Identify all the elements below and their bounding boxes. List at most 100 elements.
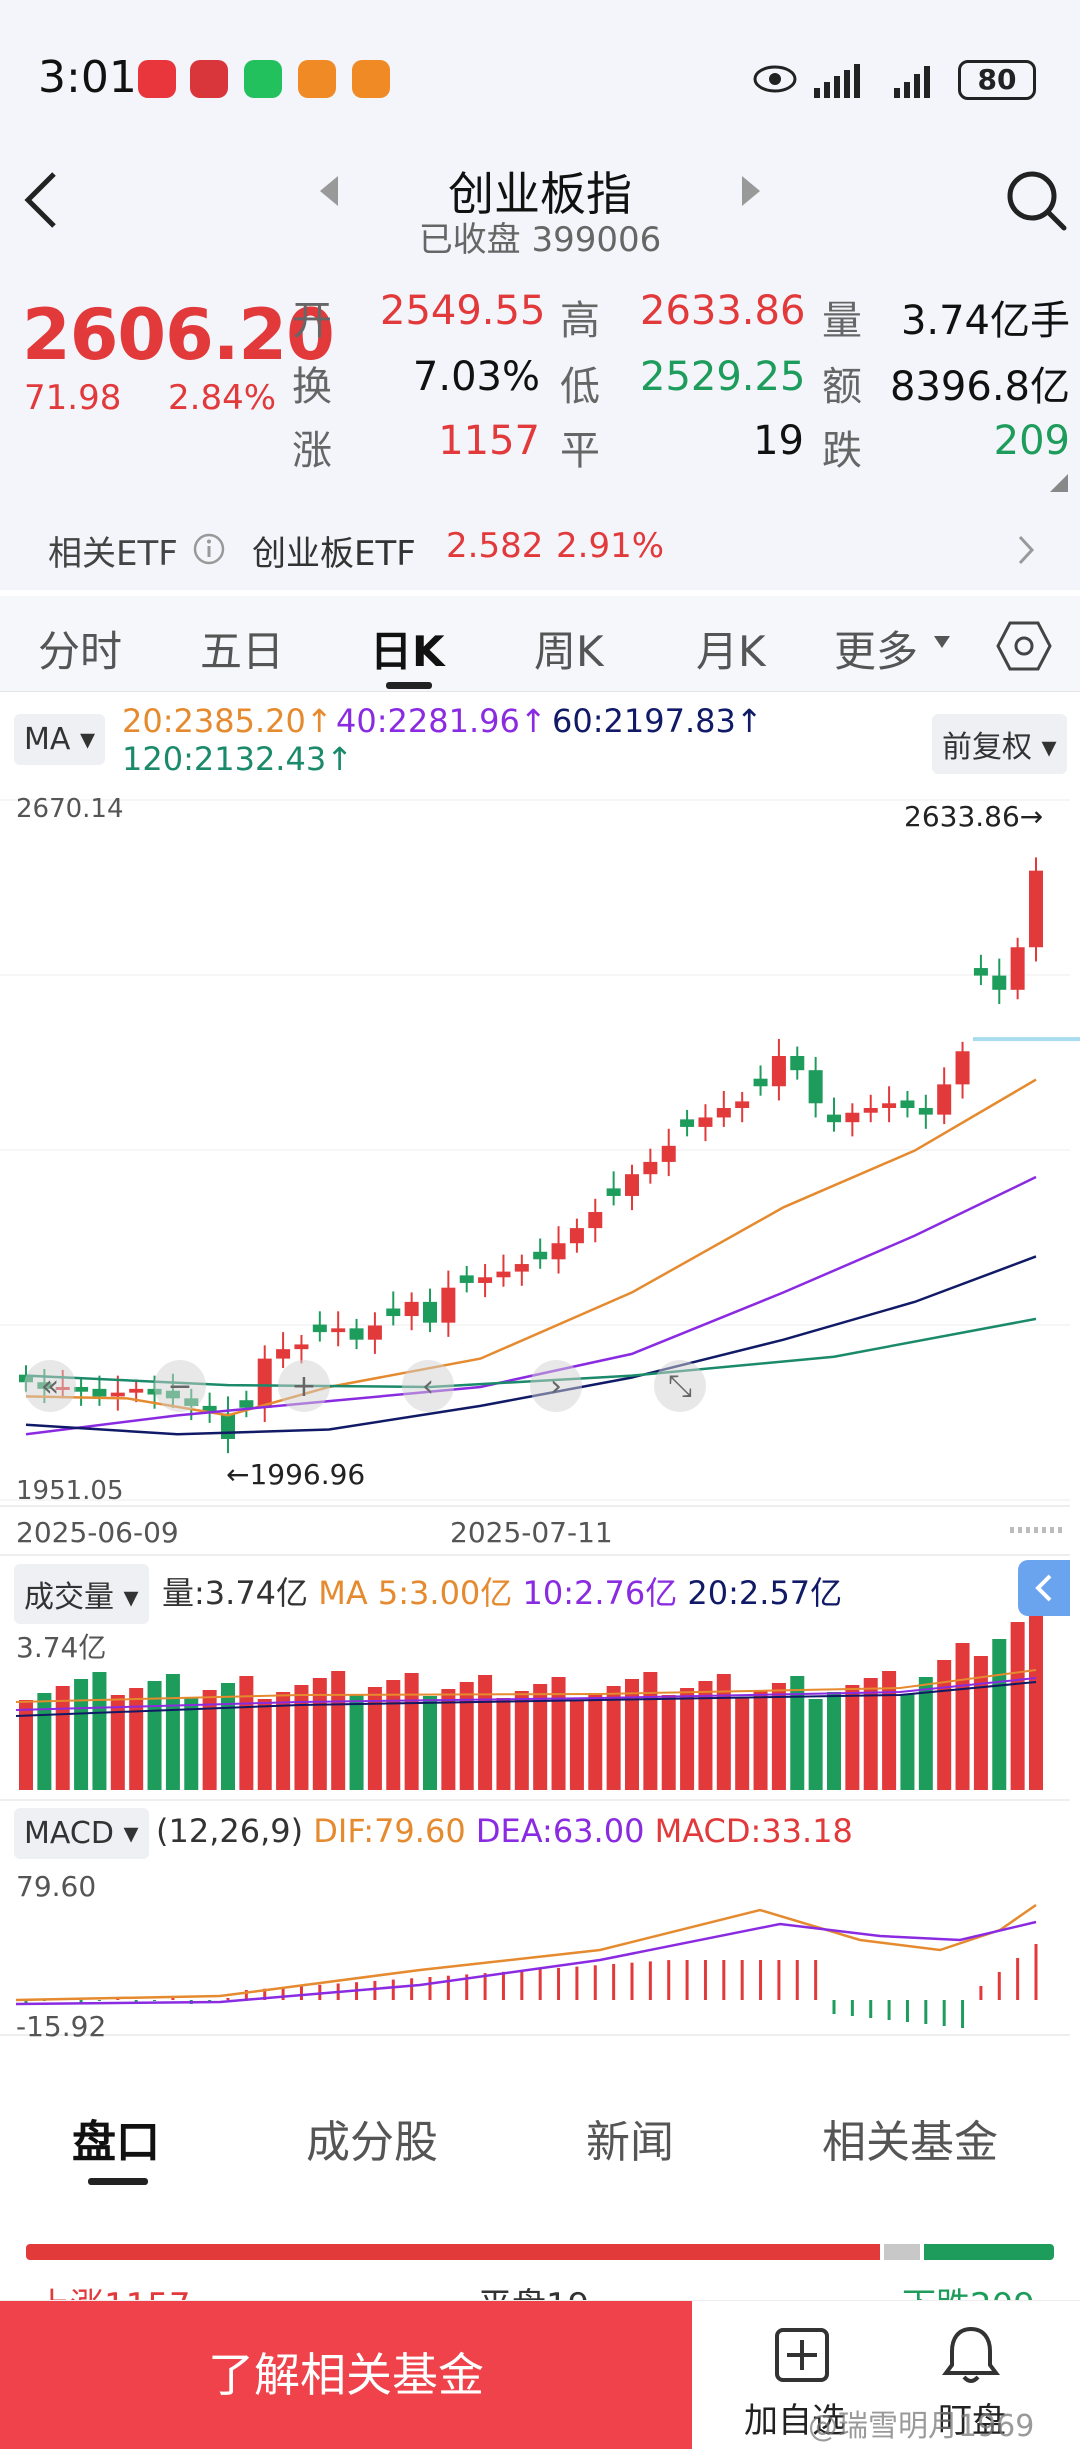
candle [294,1344,309,1350]
candle [74,1386,89,1392]
caret-down-icon [934,636,950,648]
candle [680,1119,695,1127]
volume-bar [845,1685,860,1790]
ma-selector[interactable]: MA ▾ [14,714,106,765]
ma-legend: MA ▾ 20:2385.20↑ 40:2281.96↑ 60:2197.83↑… [0,700,1080,788]
candle [349,1328,364,1340]
volume-bar [1010,1622,1025,1790]
prev-index-icon[interactable] [318,174,340,208]
etf-pct: 2.91% [556,526,665,566]
volume-bar [698,1681,713,1790]
volume-bar [257,1699,272,1790]
volume-bar [129,1688,144,1790]
volume-bar [92,1672,107,1790]
macd-selector-label: MACD [24,1816,114,1851]
macd-selector[interactable]: MACD ▾ [14,1808,149,1859]
ma20-line [25,1078,1037,1417]
ma-selector-label: MA [24,722,71,757]
next-index-icon[interactable] [740,174,762,208]
orange-app-icon [298,60,336,98]
tab-related-funds[interactable]: 相关基金 [822,2117,998,2168]
field-label: 平 [560,428,600,474]
detail-tabs: 盘口 成分股 新闻 相关基金 [0,2060,1080,2190]
ma20-value: 20:2385.20↑ [122,702,333,740]
kline-chart[interactable]: « − + ‹ › ⤡ [0,790,1080,2040]
candle [753,1078,768,1087]
volume-ma10-line [15,1677,1037,1711]
chevron-right-icon[interactable] [1016,534,1036,566]
bottom-action-bar: 了解相关基金 加自选 盯盘 @瑞雪明月1969 [0,2300,1080,2449]
macd-y-bottom: -15.92 [16,2010,107,2043]
expand-corner-icon[interactable] [1050,474,1068,492]
volume-bar [276,1692,291,1790]
field-label: 量 [822,298,862,344]
candle [900,1100,915,1109]
chart-nav-icon: › [550,1369,562,1404]
chart-nav-icon: ⤡ [668,1369,692,1404]
tab-daily-k[interactable]: 日K [370,627,445,676]
tab-weekly-k[interactable]: 周K [534,627,604,676]
tab-monthly-k[interactable]: 月K [696,627,766,676]
bell-icon [942,2326,1000,2383]
ma60-value: 60:2197.83↑ [552,702,763,740]
add-watchlist-label: 加自选 [744,2401,846,2441]
candle [790,1055,805,1071]
period-tabs: 分时 五日 日K 周K 月K 更多 [0,596,1080,692]
adjust-selector[interactable]: 前复权 ▾ [932,714,1067,774]
volume-bar [423,1696,437,1790]
active-tab-indicator [386,682,432,689]
tab-constituents[interactable]: 成分股 [306,2117,438,2168]
tab-more[interactable]: 更多 [834,627,919,676]
candle [276,1349,291,1359]
volume-bar [735,1697,750,1790]
volume-bar [808,1699,823,1790]
active-tab-indicator [88,2178,148,2185]
tab-five-day[interactable]: 五日 [200,627,285,676]
volume-bar [37,1693,52,1790]
candle [1029,870,1043,948]
chart-nav-button [24,1360,76,1412]
candle [771,1055,786,1087]
candle [918,1108,933,1115]
add-watchlist-button[interactable]: 加自选 [730,2311,870,2441]
field-label: 额 [822,364,862,410]
related-etf-row[interactable]: 相关ETF 创业板ETF 2.582 2.91% [0,508,1080,590]
candle [423,1301,437,1323]
macd-params: (12,26,9) [156,1812,304,1850]
volume-bar [184,1697,199,1790]
collapse-panel-button[interactable] [1018,1560,1070,1616]
tab-handicap[interactable]: 盘口 [72,2117,160,2168]
candle [514,1264,529,1272]
volume-selector[interactable]: 成交量 ▾ [14,1564,149,1624]
candle [955,1051,970,1085]
volume-bar [680,1688,695,1790]
volume-bar [661,1695,676,1790]
candle [606,1188,621,1196]
breadth-bar [26,2244,1054,2260]
signal-icon [814,64,860,98]
search-icon[interactable] [1004,168,1068,232]
volume-bar [918,1677,933,1790]
watch-button[interactable]: 盯盘 [900,2311,1050,2441]
candle [441,1287,456,1323]
candle [386,1308,401,1317]
price-change-pct: 2.84% [168,378,277,418]
back-arrow-icon[interactable] [22,170,62,230]
volume-selector-label: 成交量 [24,1580,114,1615]
status-bar: 3:01 80 [0,0,1080,150]
orange-app-icon [352,60,390,98]
chart-nav-icon: − [167,1369,192,1404]
ma120-value: 120:2132.43↑ [122,740,353,778]
learn-funds-button[interactable]: 了解相关基金 [0,2301,692,2449]
volume-bar [771,1683,786,1790]
breadth-up-fill [26,2244,880,2260]
tab-intraday[interactable]: 分时 [38,627,123,676]
market-status: 已收盘 399006 [0,212,1080,261]
settings-hexagon-icon[interactable] [996,620,1052,672]
macd-dea: DEA:63.00 [475,1812,645,1850]
tab-news[interactable]: 新闻 [586,2117,674,2168]
volume-y-top: 3.74亿 [16,1631,107,1664]
chart-nav-button [530,1360,582,1412]
info-icon[interactable] [192,532,226,566]
volume-bar [863,1678,878,1790]
